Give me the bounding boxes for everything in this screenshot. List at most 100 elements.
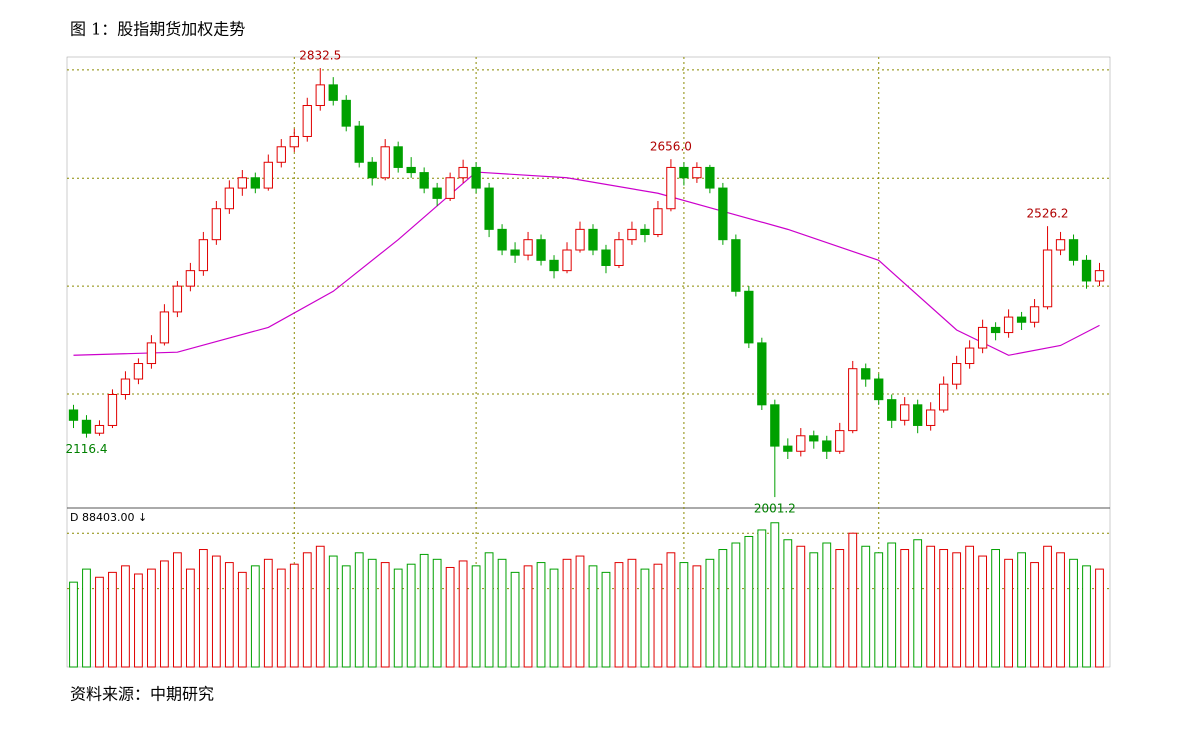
candle-body [627, 228, 637, 241]
candle-body [107, 394, 118, 426]
volume-bar [1082, 565, 1091, 668]
candle-body [198, 239, 209, 272]
candle-body [796, 435, 806, 452]
candle-body [276, 146, 286, 163]
volume-bar [1030, 562, 1039, 668]
volume-bar [523, 565, 533, 668]
candle-body [731, 239, 741, 292]
candle-body [822, 440, 832, 452]
volume-bar [679, 562, 689, 668]
candle-body [913, 404, 923, 426]
volume-bar [1017, 552, 1026, 668]
volume-bar [1069, 558, 1078, 668]
volume-bar [354, 552, 364, 668]
volume-bar [601, 571, 611, 668]
volume-bar [471, 565, 481, 668]
volume-bar [731, 542, 741, 668]
volume-bar [809, 552, 819, 668]
candle-body [757, 342, 767, 406]
candle-body [172, 285, 183, 313]
volume-bar [562, 558, 572, 668]
candle-body [94, 424, 105, 434]
candle-body [939, 383, 949, 411]
volume-bar [653, 563, 663, 668]
volume-bar [198, 549, 208, 668]
candle-body [237, 177, 247, 189]
candle-body [848, 368, 858, 432]
candle-body [289, 135, 299, 148]
volume-bar [952, 552, 962, 668]
volume-bar [705, 558, 715, 668]
volume-bar [224, 562, 234, 668]
candle-body [523, 239, 533, 256]
volume-bar [978, 555, 988, 668]
volume-bar [874, 552, 884, 668]
candle-body [393, 146, 403, 168]
volume-bar [185, 568, 195, 668]
volume-bar [147, 568, 156, 668]
candle-body [224, 187, 234, 210]
candle-body [900, 404, 910, 421]
volume-bar [497, 558, 507, 668]
candle-body [588, 228, 598, 251]
candle-body [380, 146, 390, 179]
candle-body [977, 326, 988, 349]
volume-bar [796, 545, 806, 668]
volume-bar [757, 529, 767, 668]
candle-body [653, 208, 663, 236]
volume-bar [172, 552, 182, 668]
candle-body [744, 290, 754, 344]
candle-body [484, 187, 494, 230]
candle-body [951, 363, 962, 385]
candle-body [1016, 316, 1027, 323]
volume-bar [744, 535, 754, 668]
candle-body [640, 228, 650, 236]
candle-body [614, 239, 624, 266]
candle-body [146, 342, 157, 365]
volume-bar [315, 545, 325, 668]
volume-bar [822, 542, 832, 668]
volume-bar [380, 562, 390, 668]
volume-bar [1095, 568, 1104, 668]
volume-bar [276, 568, 286, 668]
volume-bar [939, 549, 949, 668]
candle-body [263, 161, 273, 189]
candle-body [81, 419, 92, 434]
volume-bar [419, 553, 429, 668]
volume-bar [237, 571, 247, 668]
candle-body [718, 187, 728, 241]
volume-bar [900, 549, 910, 668]
volume-bar [328, 555, 338, 668]
volume-bar [250, 565, 260, 668]
candle-body [1029, 306, 1040, 323]
volume-bar [406, 563, 416, 668]
candle-body [250, 177, 260, 189]
annotation: 2001.2 [754, 502, 796, 516]
candle-body [354, 125, 364, 163]
source-note: 资料来源：中期研究 [70, 685, 214, 704]
volume-bar [718, 549, 728, 668]
volume-bar [848, 532, 858, 668]
volume-bar [627, 558, 637, 668]
candle-body [679, 166, 689, 179]
volume-bar [121, 565, 130, 668]
volume-bar [835, 549, 845, 668]
candle-body [809, 435, 819, 442]
volume-bar [458, 560, 468, 668]
candle-body [120, 378, 131, 395]
annotation: 2832.5 [299, 49, 341, 63]
volume-bar [108, 571, 117, 668]
candle-body [705, 166, 715, 189]
volume-bar [640, 568, 650, 668]
volume-bar [1056, 552, 1065, 668]
volume-label: D 88403.00 ↓ [70, 511, 147, 524]
volume-bar [134, 573, 143, 668]
candle-body [887, 399, 897, 421]
candle-body [185, 270, 196, 287]
candle-body [341, 99, 351, 127]
volume-bar [82, 568, 91, 668]
volume-bar [1043, 545, 1052, 668]
candle-body [432, 187, 442, 199]
candle-body [575, 228, 585, 251]
